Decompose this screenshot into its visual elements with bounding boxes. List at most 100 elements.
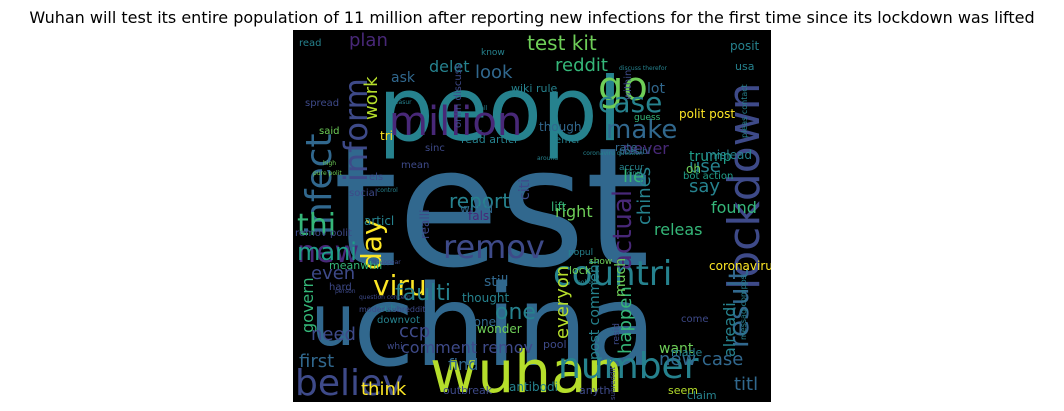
cloud-word-around: around bbox=[537, 155, 558, 162]
cloud-word-tri: tri bbox=[380, 129, 393, 143]
cloud-word-report: report bbox=[449, 189, 510, 213]
cloud-word-lockdown: lockdown bbox=[719, 82, 770, 290]
cloud-word-accur: accur bbox=[619, 163, 644, 173]
cloud-word-ask: ask bbox=[391, 70, 416, 86]
cloud-word-show: show bbox=[589, 257, 612, 267]
cloud-word-control: control bbox=[377, 187, 398, 194]
cloud-word-read-articl: read articl bbox=[461, 133, 517, 146]
cloud-word-usa: usa bbox=[735, 60, 754, 73]
cloud-word-guess: guess bbox=[634, 113, 661, 123]
cloud-word-lift: lift bbox=[551, 200, 567, 214]
cloud-word-claim: claim bbox=[687, 389, 717, 402]
cloud-word-post-comment: post comment bbox=[587, 258, 603, 360]
cloud-word-wonder: wonder bbox=[477, 322, 522, 336]
cloud-word-resid: resid bbox=[612, 323, 622, 345]
cloud-word-actual: actual bbox=[608, 190, 638, 270]
cloud-word-wiki-rule: wiki rule bbox=[511, 82, 558, 95]
cloud-word-world: world bbox=[460, 202, 493, 216]
cloud-word-new-case: new case bbox=[659, 349, 743, 370]
cloud-word-chines: chines bbox=[634, 167, 655, 225]
cloud-word-releas: releas bbox=[654, 220, 703, 239]
cloud-word-lie: lie bbox=[623, 166, 644, 187]
cloud-word-china: china bbox=[353, 262, 656, 392]
cloud-word-pure-polit: pure polit bbox=[313, 170, 342, 177]
cloud-word-coronaviru: coronaviru bbox=[709, 259, 771, 273]
cloud-word-read: read bbox=[299, 38, 322, 49]
cloud-word-never: never bbox=[623, 139, 669, 158]
cloud-word-rate: rate bbox=[615, 141, 638, 154]
cloud-word-right: right bbox=[555, 202, 593, 221]
cloud-word-plan: plan bbox=[349, 30, 388, 51]
cloud-word-question-concern: question concern bbox=[359, 294, 411, 301]
cloud-word-thi: thi bbox=[297, 208, 336, 243]
cloud-word-subreddit: subreddit bbox=[609, 367, 617, 400]
cloud-word-effici: effici bbox=[555, 135, 579, 146]
cloud-word-ccp: ccp bbox=[399, 321, 430, 342]
cloud-word-test: test bbox=[333, 112, 650, 304]
cloud-word-pleas-contact: pleas contact bbox=[740, 84, 749, 138]
cloud-word-ding: ding bbox=[627, 170, 640, 177]
cloud-word-say: say bbox=[689, 176, 720, 197]
cloud-word-fals: fals bbox=[468, 209, 489, 223]
cloud-word-els: els bbox=[369, 172, 383, 183]
cloud-word-case: case bbox=[598, 86, 662, 119]
cloud-word-inform: inform bbox=[337, 78, 375, 182]
cloud-word-infect: infect bbox=[299, 133, 340, 235]
cloud-word-find: find bbox=[448, 355, 478, 374]
cloud-word-oh: oh bbox=[686, 162, 701, 176]
cloud-word-said: said bbox=[319, 126, 339, 137]
cloud-word-peopl: peopl bbox=[378, 58, 622, 161]
cloud-word-possibl: possibl bbox=[619, 147, 650, 157]
cloud-word-titl: titl bbox=[734, 374, 758, 395]
cloud-word-mani: mani bbox=[297, 238, 357, 266]
cloud-word-believ: believ bbox=[295, 363, 403, 402]
cloud-word-antibodi: antibodi bbox=[509, 380, 558, 394]
cloud-word-remov: remov bbox=[443, 228, 545, 266]
cloud-word-polit-post: polit post bbox=[679, 107, 735, 121]
cloud-word-result: result bbox=[722, 269, 755, 348]
cloud-word-downvot: downvot bbox=[377, 315, 420, 326]
cloud-word-day: day bbox=[355, 218, 388, 270]
cloud-word-disappear: disappear bbox=[371, 259, 401, 266]
cloud-word-measur: measur bbox=[389, 99, 412, 106]
cloud-word-within: within bbox=[623, 70, 634, 100]
cloud-word-discuss-therefor: discuss therefor bbox=[619, 65, 668, 72]
cloud-word-high: high bbox=[323, 160, 336, 167]
cloud-word-remov-polit: remov polit bbox=[295, 228, 352, 239]
cloud-word-outbreak: outbreak bbox=[443, 384, 493, 397]
cloud-word-think: think bbox=[361, 379, 407, 400]
word-cloud: test china peopl wuhan u million go lockdown inf… bbox=[293, 30, 771, 402]
cloud-word-sub: sub bbox=[379, 304, 397, 315]
cloud-word-faulti: faulti bbox=[395, 281, 451, 306]
cloud-word-messag-compos: messag compos bbox=[739, 275, 748, 340]
cloud-word-work: work bbox=[361, 76, 382, 120]
cloud-word-whi: whi bbox=[387, 342, 403, 352]
cloud-word-popul: popul bbox=[568, 248, 593, 258]
cloud-word-make: make bbox=[606, 115, 677, 145]
cloud-word-first: first bbox=[299, 351, 334, 372]
cloud-word-delet: delet bbox=[429, 57, 470, 76]
cloud-word-moder-subreddit: moder subreddit bbox=[359, 305, 425, 314]
cloud-word-test-kit: test kit bbox=[527, 31, 597, 55]
cloud-word-hard: hard bbox=[329, 282, 352, 293]
cloud-word-social: social bbox=[349, 188, 378, 199]
cloud-word-anyth: anyth bbox=[579, 384, 611, 397]
cloud-word-still: still bbox=[484, 274, 508, 290]
cloud-word-need: need bbox=[311, 324, 356, 345]
cloud-word-wuhan: wuhan bbox=[430, 338, 623, 402]
cloud-word-lot: lot bbox=[647, 81, 665, 97]
cloud-word-pool: pool bbox=[543, 338, 567, 351]
cloud-word-want: want bbox=[659, 341, 694, 357]
cloud-word-sinc: sinc bbox=[425, 143, 445, 154]
cloud-word-found: found bbox=[711, 198, 757, 217]
cloud-word-use: use bbox=[689, 156, 721, 177]
cloud-word-call: call bbox=[477, 105, 488, 112]
word-cloud-background bbox=[293, 30, 771, 402]
cloud-word-one: one bbox=[495, 300, 536, 325]
cloud-word-mislead: mislead bbox=[705, 148, 752, 162]
cloud-word-go: go bbox=[598, 64, 648, 110]
cloud-word-happen: happen bbox=[615, 286, 636, 354]
cloud-word-articl: articl bbox=[364, 214, 394, 228]
cloud-word-come: come bbox=[681, 314, 709, 325]
